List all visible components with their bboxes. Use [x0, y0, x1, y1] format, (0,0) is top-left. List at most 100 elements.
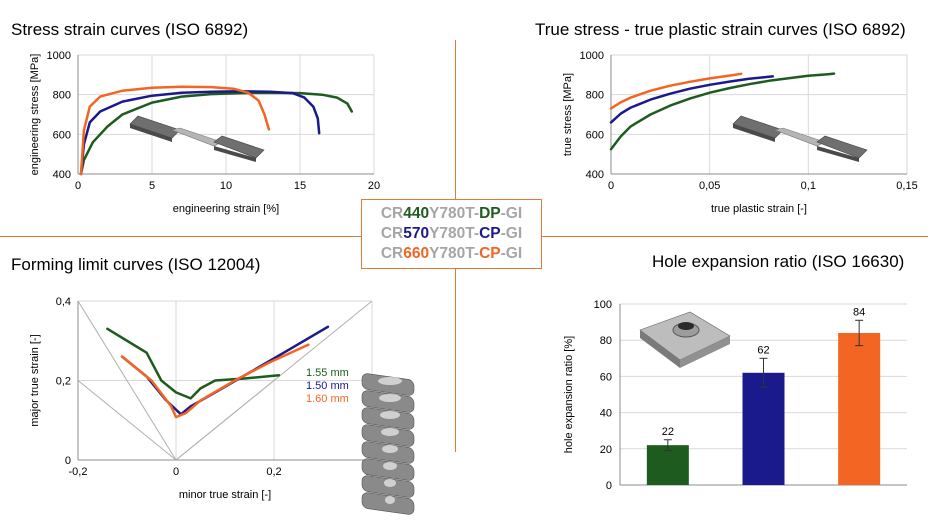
- flc-series-0: [106, 327, 281, 400]
- hole-expansion-bar-1: [742, 372, 785, 485]
- flc-ytick: 0: [65, 455, 71, 467]
- flc-specimen-dome-4: [382, 445, 398, 453]
- hole-expansion-ytick: 20: [600, 444, 612, 456]
- flc-series-1: [120, 325, 330, 416]
- stress_strain-ytick: 600: [53, 129, 71, 141]
- stress_strain-x-label: engineering strain [%]: [173, 203, 279, 215]
- tensile-specimen-icon-1-edge-right: [214, 146, 256, 162]
- stress_strain-y-label: engineering stress [MPa]: [29, 54, 41, 176]
- divider-vertical-bottom: [455, 269, 456, 452]
- divider-vertical-top: [455, 40, 456, 199]
- hole-expansion-data-label-2: 84: [853, 306, 865, 318]
- flc-ytick: 0,4: [56, 296, 71, 308]
- hole-expansion-ytick: 0: [606, 480, 612, 492]
- material-2-yield: Y780T-: [429, 225, 480, 242]
- stress_strain-ytick: 800: [53, 90, 71, 102]
- flc-guide-line: [78, 301, 177, 460]
- stress_strain-xtick: 10: [220, 180, 232, 192]
- tensile-specimen-icon-1-edge-left: [130, 124, 172, 142]
- true_stress-ytick: 400: [586, 169, 604, 181]
- flc-x-label: minor true strain [-]: [179, 489, 271, 501]
- material-1-prefix: CR: [380, 205, 404, 222]
- hole-expansion-bar-0: [646, 445, 689, 485]
- hole-expansion-plot: [619, 303, 907, 486]
- true_stress-series-1: [609, 75, 775, 124]
- hole-expansion-ytick: 60: [600, 371, 612, 383]
- flc-specimens-icon: [361, 373, 415, 515]
- hole-expansion-ytick: 40: [600, 408, 612, 420]
- true_stress-plot: [609, 54, 908, 175]
- stress_strain-xtick: 15: [294, 180, 306, 192]
- stress_strain-xtick: 5: [149, 180, 155, 192]
- material-1-grade: DP: [479, 205, 501, 222]
- material-line-2: CR570Y780T-CP-GI: [381, 224, 522, 244]
- flc-specimen-dome-0: [378, 377, 402, 385]
- tensile-specimen-icon-1: [129, 115, 265, 162]
- divider-horizontal-left: [0, 236, 361, 237]
- flc-plot: [77, 300, 373, 461]
- true_stress-ytick: 600: [586, 129, 604, 141]
- tensile-specimen-icon-1-gauge: [171, 127, 223, 147]
- material-1-yield: Y780T-: [429, 205, 480, 222]
- hole-expansion-ytick: 80: [600, 335, 612, 347]
- stress_strain-series-0: [79, 91, 354, 176]
- flc-specimen-dome-7: [385, 496, 395, 504]
- true_stress-xtick: 0,05: [699, 180, 720, 192]
- hole-expansion-title: Hole expansion ratio (ISO 16630): [652, 252, 905, 271]
- flc-title: Forming limit curves (ISO 12004): [11, 255, 261, 274]
- hole-expansion-bar-2: [838, 332, 881, 485]
- true_stress-xtick: 0: [608, 180, 614, 192]
- flc-xtick: 0,2: [266, 466, 281, 478]
- stress_strain-xtick: 0: [75, 180, 81, 192]
- true-stress-title: True stress - true plastic strain curves…: [535, 20, 906, 39]
- material-line-3: CR660Y780T-CP-GI: [381, 244, 522, 264]
- material-3-prefix: CR: [380, 245, 404, 262]
- divider-horizontal-right: [542, 236, 928, 237]
- hole-specimen-edge-right: [680, 336, 730, 368]
- material-line-1: CR440Y780T-DP-GI: [381, 204, 522, 224]
- hole-expansion-specimen-icon: [639, 311, 731, 368]
- stress_strain-ytick: 400: [53, 169, 71, 181]
- hole-specimen-edge-left: [640, 330, 680, 368]
- tensile-specimen-icon-2: [732, 115, 868, 162]
- true_stress-ytick: 1000: [580, 50, 604, 62]
- flc-guide-line: [78, 380, 177, 460]
- material-legend-box: CR440Y780T-DP-GI CR570Y780T-CP-GI CR660Y…: [361, 199, 542, 269]
- flc-ytick: 0,2: [56, 376, 71, 388]
- hole-expansion-data-label-1: 62: [757, 344, 769, 356]
- hole-expansion-y-label: hole expansion ratio [%]: [563, 336, 575, 453]
- material-2-coating: -GI: [500, 225, 523, 242]
- material-3-coating: -GI: [500, 245, 523, 262]
- material-3-yield: Y780T-: [429, 245, 480, 262]
- stress_strain-plot: [77, 54, 375, 176]
- flc-legend-0: 1.55 mm: [306, 367, 349, 379]
- tensile-specimen-icon-1-grip-right: [213, 135, 265, 159]
- tensile-specimen-icon-2-edge-left: [733, 124, 775, 142]
- material-3-grade: CP: [479, 245, 501, 262]
- flc-specimen-dome-6: [384, 479, 396, 487]
- flc-specimen-dome-1: [379, 394, 401, 402]
- flc-xtick: -0,2: [69, 466, 88, 478]
- flc-specimen-dome-5: [383, 462, 397, 470]
- true_stress-xtick: 0,15: [896, 180, 917, 192]
- flc-legend-2: 1.60 mm: [306, 393, 349, 405]
- flc-guide-line: [175, 380, 275, 460]
- tensile-specimen-icon-2-edge-right: [817, 146, 859, 162]
- material-1-coating: -GI: [500, 205, 523, 222]
- tensile-specimen-icon-2-gauge: [774, 127, 826, 147]
- flc-series-2: [120, 343, 310, 419]
- hole-expansion-data-label-0: 22: [662, 426, 674, 438]
- hole-expansion-ytick: 100: [594, 299, 612, 311]
- flc-specimen-dome-3: [381, 428, 399, 436]
- true_stress-x-label: true plastic strain [-]: [711, 203, 807, 215]
- material-1-number: 440: [403, 205, 430, 222]
- true_stress-series-2: [609, 72, 743, 110]
- material-3-number: 660: [403, 245, 430, 262]
- flc-y-label: major true strain [-]: [29, 334, 41, 426]
- true_stress-series-0: [609, 72, 836, 151]
- stress_strain-ytick: 1000: [47, 50, 71, 62]
- tensile-specimen-icon-2-grip-right: [816, 135, 868, 159]
- material-2-grade: CP: [479, 225, 501, 242]
- stress_strain-xtick: 20: [368, 180, 380, 192]
